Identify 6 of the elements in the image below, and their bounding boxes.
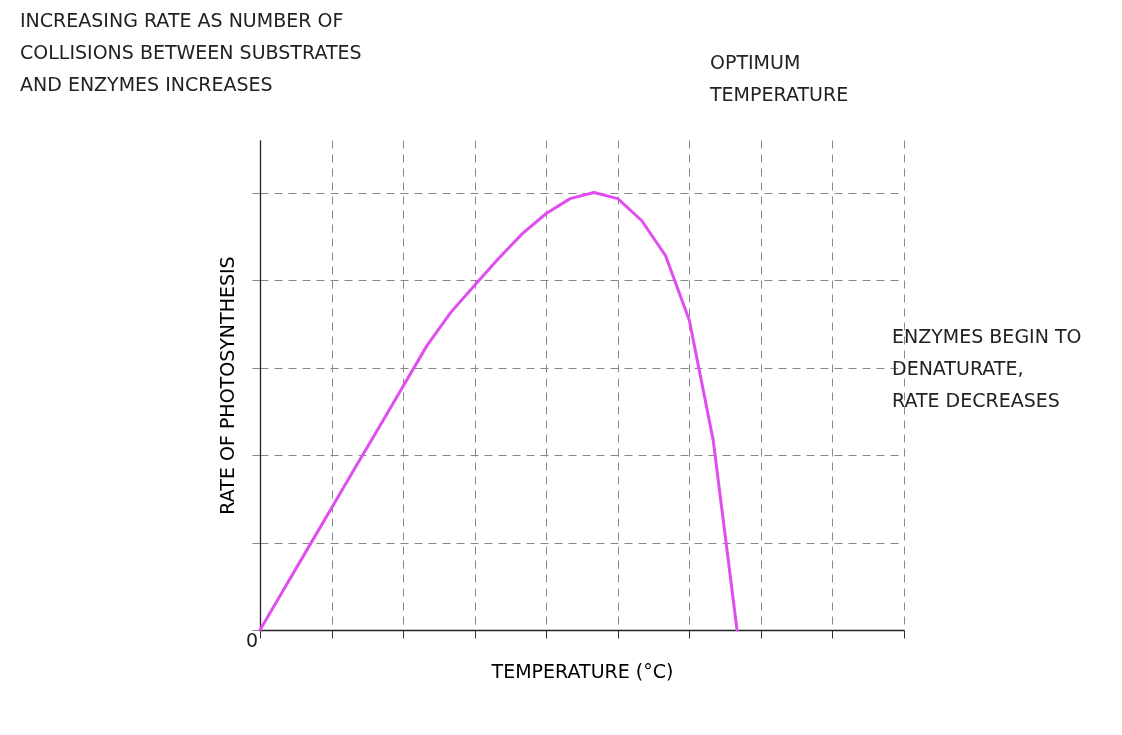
annotation: ENZYMES BEGIN TO DENATURATE, RATE DECREASES: [892, 325, 1082, 411]
x-axis-title: TEMPERATURE (°C): [490, 660, 674, 682]
text: OPTIMUM TEMPERATURE: [709, 51, 849, 105]
y-axis-title: RATE OF PHOTOSYNTHESIS: [216, 256, 238, 515]
text: INCREASING RATE AS NUMBER OF COLLISIONS BETWEEN SUBSTRATES AND ENZYMES INCREASES: [20, 9, 362, 95]
text: 0: [246, 629, 259, 651]
